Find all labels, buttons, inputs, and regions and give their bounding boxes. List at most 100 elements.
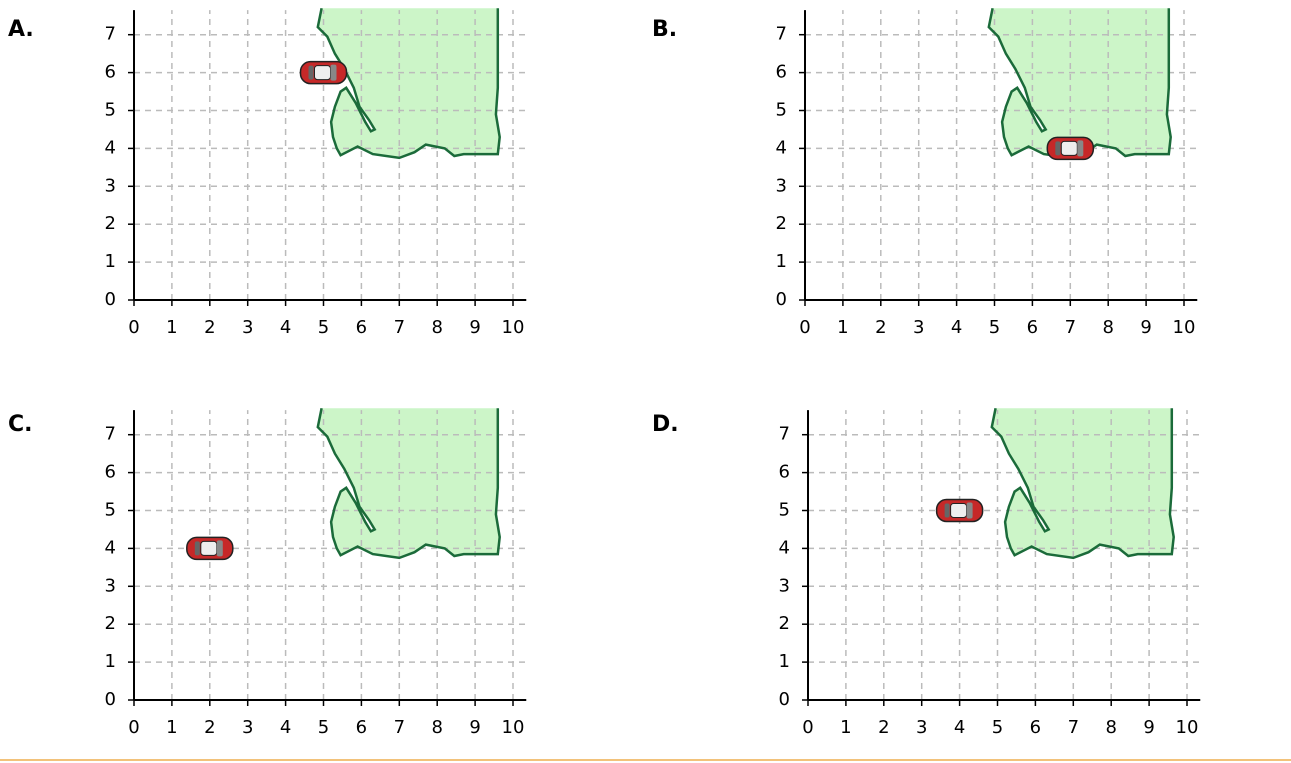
region	[317, 408, 500, 558]
car-window	[194, 541, 200, 556]
x-tick-label: 6	[1027, 317, 1038, 338]
car-window	[1055, 141, 1061, 156]
x-tick-label: 2	[878, 717, 889, 738]
y-tick-label: 4	[776, 137, 787, 158]
option-label: D.	[652, 412, 679, 437]
car-window	[216, 540, 223, 557]
y-tick-label: 7	[105, 24, 116, 45]
y-tick-label: 6	[779, 462, 790, 483]
region-border	[987, 7, 1172, 160]
y-tick-label: 4	[105, 137, 116, 158]
car	[935, 498, 984, 523]
x-tick-label: 7	[1068, 717, 1079, 738]
y-tick-label: 2	[105, 213, 116, 234]
y-tick-label: 3	[105, 175, 116, 196]
region	[991, 408, 1174, 558]
car-window	[966, 502, 973, 519]
x-tick-label: 3	[916, 717, 927, 738]
x-tick-label: 10	[1176, 717, 1199, 738]
x-tick-label: 8	[1102, 317, 1113, 338]
car-roof	[314, 65, 331, 81]
y-tick-label: 0	[105, 289, 116, 310]
x-tick-label: 6	[1030, 717, 1041, 738]
y-tick-label: 0	[776, 289, 787, 310]
x-tick-label: 8	[1105, 717, 1116, 738]
x-tick-label: 1	[840, 717, 851, 738]
x-tick-label: 5	[992, 717, 1003, 738]
x-tick-label: 5	[318, 717, 329, 738]
x-tick-label: 3	[242, 717, 253, 738]
region	[317, 8, 500, 158]
x-tick-label: 5	[318, 317, 329, 338]
x-tick-label: 1	[166, 717, 177, 738]
option-label: B.	[652, 17, 677, 42]
y-tick-label: 7	[776, 24, 787, 45]
y-tick-label: 5	[776, 100, 787, 121]
x-tick-label: 0	[128, 717, 139, 738]
x-tick-label: 8	[431, 317, 442, 338]
x-tick-label: 10	[1173, 317, 1196, 338]
car-window	[330, 64, 337, 81]
option-label: C.	[8, 412, 33, 437]
y-tick-label: 3	[779, 575, 790, 596]
car	[1046, 136, 1095, 161]
y-tick-label: 4	[105, 537, 116, 558]
car-window	[308, 65, 314, 80]
y-tick-label: 3	[776, 175, 787, 196]
x-tick-label: 0	[799, 317, 810, 338]
y-tick-label: 0	[105, 689, 116, 710]
y-tick-label: 7	[779, 424, 790, 445]
x-tick-label: 9	[1140, 317, 1151, 338]
x-tick-label: 3	[913, 317, 924, 338]
x-tick-label: 3	[242, 317, 253, 338]
region-border	[316, 407, 501, 560]
x-tick-label: 9	[1143, 717, 1154, 738]
x-tick-label: 4	[280, 717, 291, 738]
region	[988, 8, 1171, 158]
y-tick-label: 5	[779, 500, 790, 521]
x-tick-label: 1	[837, 317, 848, 338]
y-tick-label: 6	[105, 62, 116, 83]
x-tick-label: 7	[1065, 317, 1076, 338]
x-tick-label: 1	[166, 317, 177, 338]
y-tick-label: 3	[105, 575, 116, 596]
x-tick-label: 4	[951, 317, 962, 338]
car-window	[1077, 140, 1084, 157]
x-tick-label: 8	[431, 717, 442, 738]
y-tick-label: 5	[105, 100, 116, 121]
region-border	[990, 407, 1175, 560]
car	[186, 536, 234, 561]
x-tick-label: 2	[204, 317, 215, 338]
x-tick-label: 4	[954, 717, 965, 738]
y-tick-label: 6	[776, 62, 787, 83]
x-tick-label: 4	[280, 317, 291, 338]
x-tick-label: 2	[875, 317, 886, 338]
x-tick-label: 6	[356, 317, 367, 338]
car-roof	[950, 503, 968, 518]
y-tick-label: 5	[105, 500, 116, 521]
x-tick-label: 9	[469, 317, 480, 338]
x-tick-label: 0	[802, 717, 813, 738]
y-tick-label: 1	[105, 251, 116, 272]
x-tick-label: 9	[469, 717, 480, 738]
x-tick-label: 5	[989, 317, 1000, 338]
x-tick-label: 10	[502, 317, 525, 338]
x-tick-label: 7	[394, 317, 405, 338]
region-border	[316, 7, 501, 160]
y-tick-label: 7	[105, 424, 116, 445]
y-tick-label: 1	[779, 651, 790, 672]
y-tick-label: 4	[779, 537, 790, 558]
car-roof	[200, 540, 218, 556]
car-roof	[1060, 140, 1078, 156]
y-tick-label: 2	[776, 213, 787, 234]
y-tick-label: 2	[105, 613, 116, 634]
x-tick-label: 7	[394, 717, 405, 738]
x-tick-label: 6	[356, 717, 367, 738]
y-tick-label: 6	[105, 462, 116, 483]
y-tick-label: 1	[105, 651, 116, 672]
car-window	[944, 503, 950, 518]
x-tick-label: 2	[204, 717, 215, 738]
y-tick-label: 0	[779, 689, 790, 710]
x-tick-label: 10	[502, 717, 525, 738]
